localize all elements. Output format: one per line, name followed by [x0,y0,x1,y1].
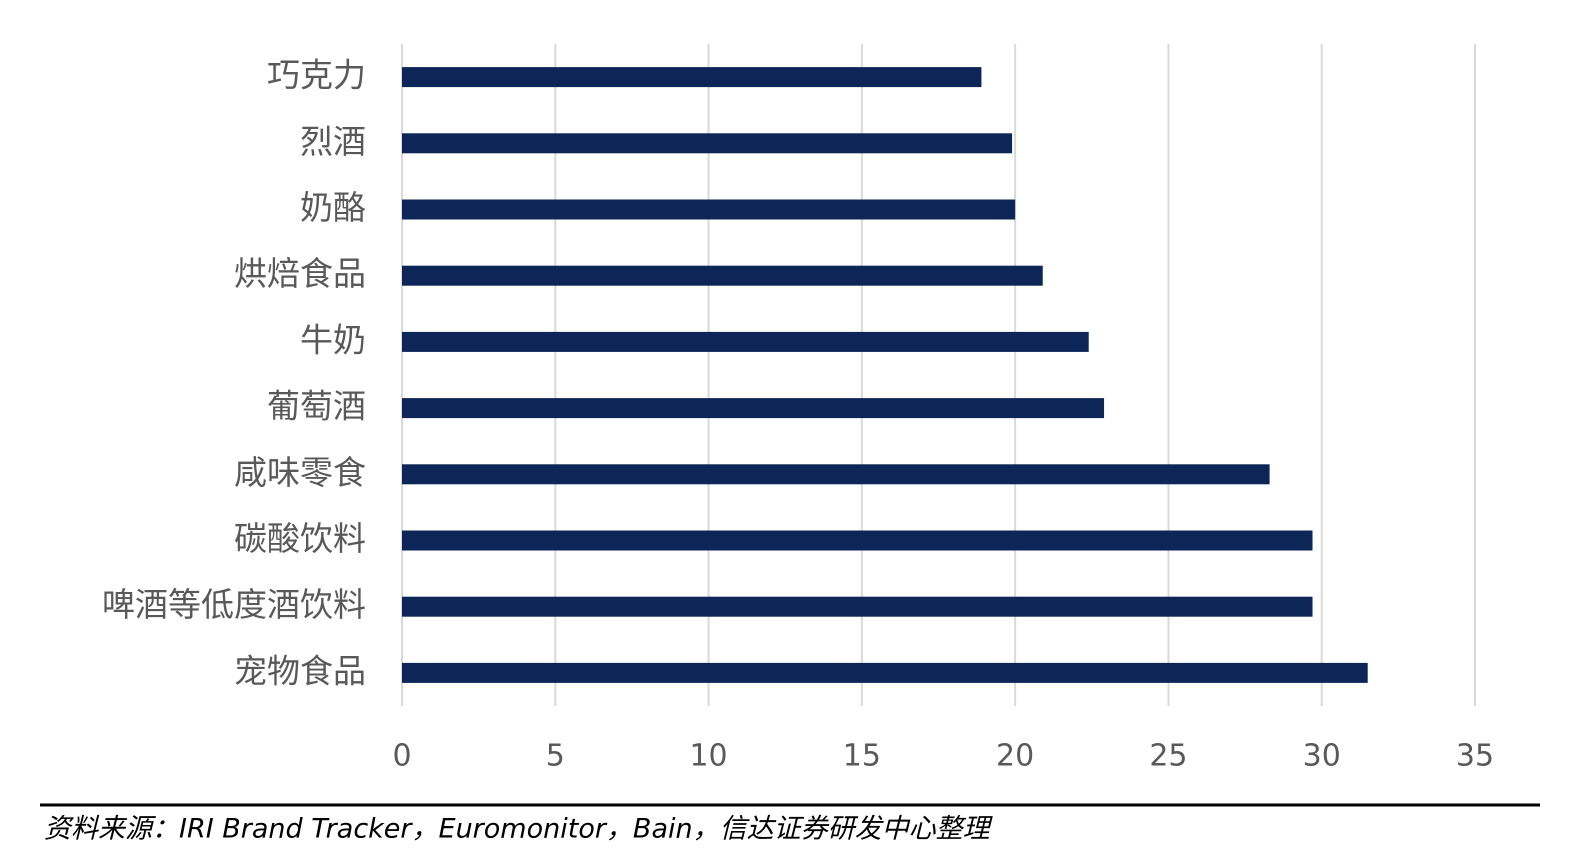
bar [402,398,1105,419]
bar [402,464,1270,485]
x-tick-label: 10 [689,739,727,774]
x-tick-label: 35 [1456,739,1494,774]
y-tick-label: 牛奶 [300,320,366,359]
bar [402,265,1043,286]
bar [402,199,1016,220]
y-tick-label: 啤酒等低度酒饮料 [102,585,366,624]
y-tick-label: 巧克力 [267,56,366,95]
y-tick-label: 烈酒 [300,122,366,161]
bar [402,662,1368,683]
bar [402,530,1313,551]
x-tick-label: 30 [1303,739,1341,774]
bar [402,596,1313,617]
x-tick-label: 25 [1149,739,1187,774]
y-tick-label: 咸味零食 [234,453,366,492]
y-tick-label: 宠物食品 [234,651,366,690]
y-tick-label: 奶酪 [300,188,366,227]
x-tick-label: 20 [996,739,1034,774]
x-tick-label: 15 [843,739,881,774]
bar [402,133,1013,154]
y-tick-label: 葡萄酒 [267,387,366,426]
x-tick-label: 0 [392,739,411,774]
y-tick-label: 碳酸饮料 [234,519,366,558]
x-tick-label: 5 [546,739,565,774]
y-tick-label: 烘焙食品 [234,254,366,293]
bar [402,331,1089,352]
source-note: 资料来源：IRI Brand Tracker，Euromonitor，Bain，… [44,814,994,845]
bar [402,67,982,88]
